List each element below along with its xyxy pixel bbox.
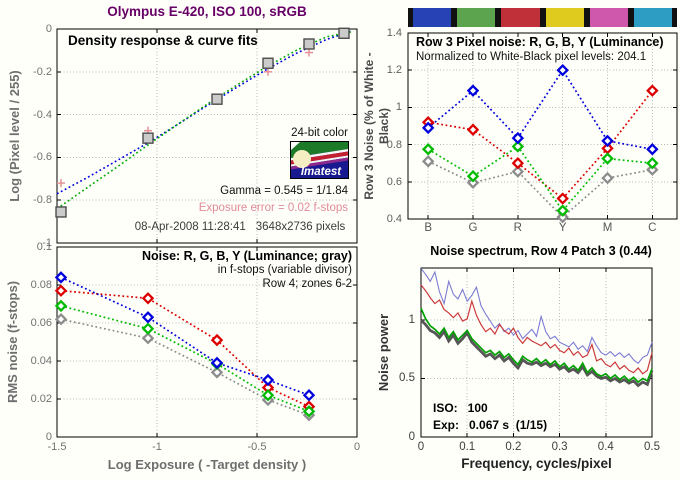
row3-noise-title: Row 3 Pixel noise: R, G, B, Y (Luminance…: [416, 35, 664, 49]
tick-label: 0: [45, 23, 52, 35]
tick-label: -0.2: [33, 65, 52, 78]
tick-label: 0.5: [644, 441, 660, 453]
colorbar-segment: [627, 8, 634, 27]
spectrum-x-axis-label: Frequency, cycles/pixel: [461, 456, 612, 471]
tick-label: 0: [417, 441, 425, 453]
tick-label: C: [648, 222, 657, 234]
tick-label: 0: [45, 431, 52, 443]
tick-label: 0.8: [386, 138, 402, 151]
colorbar-segment: [589, 8, 628, 27]
tick-label: -0.8: [33, 194, 52, 207]
tick-label: Y: [558, 222, 567, 234]
colorbar-segment: [633, 8, 673, 27]
tick-label: 0.4: [597, 441, 614, 453]
tick-label: 0: [408, 431, 415, 443]
colorbar-segment: [413, 8, 452, 27]
tick-label: 0: [353, 441, 361, 453]
rms-noise-subtitle-2: Row 4; zones 6-2: [262, 278, 353, 290]
tick-label: -1.5: [47, 441, 67, 453]
rms-noise-x-axis-label: Log Exposure ( -Target density ): [107, 457, 307, 472]
tick-label: 0.08: [30, 279, 52, 291]
figure-title: Olympus E-420, ISO 100, sRGB: [107, 4, 307, 19]
colorbar-segment: [495, 8, 502, 27]
tick-label: -1: [152, 441, 162, 453]
row3-noise-subtitle: Normalized to White-Black pixel levels: …: [416, 51, 647, 63]
tick-label: 1: [395, 101, 402, 114]
density-panel-title: Density response & curve fits: [68, 33, 258, 48]
colorbar-segment: [545, 8, 584, 27]
rms-noise-y-axis-label: RMS noise (f-stops): [5, 280, 20, 404]
colorbar-segment: [501, 8, 540, 27]
colorbar-segment: [408, 8, 413, 27]
tick-label: 0.06: [30, 317, 52, 329]
tick-label: 0.4: [386, 213, 402, 225]
tick-label: -1: [42, 237, 52, 249]
tick-label: 0.1: [36, 241, 52, 253]
spectrum-title: Noise spectrum, Row 4 Patch 3 (0.44): [430, 244, 652, 258]
tick-label: 0.02: [30, 393, 52, 405]
imatest-logo: Imatest: [290, 141, 349, 179]
colorbar-segment: [457, 8, 496, 27]
tick-label: 1.4: [386, 27, 402, 39]
tick-label: 0.04: [30, 355, 52, 367]
rms-noise-title: Noise: R, G, B, Y (Luminance; gray): [142, 249, 352, 263]
colorbar-segment: [539, 8, 546, 27]
capture-date: 08-Apr-2008 11:28:41: [134, 221, 246, 233]
colorbar-segment: [451, 8, 458, 27]
tick-label: 0.2: [505, 441, 522, 453]
tick-label: R: [513, 222, 522, 234]
tick-label: 0.6: [386, 175, 402, 188]
tick-label: 1: [408, 313, 415, 326]
patch-colorbar: [408, 8, 678, 27]
imatest-logo-text: Imatest: [301, 166, 342, 178]
spectrum-y-axis-label: Noise power: [376, 313, 391, 392]
color-depth-label: 24-bit color: [291, 127, 348, 139]
tick-label: 0.1: [459, 441, 476, 453]
tick-label: G: [468, 222, 478, 234]
exposure-error-annotation: Exposure error = 0.02 f-stops: [198, 202, 348, 214]
gamma-annotation: Gamma = 0.545 = 1/1.84: [220, 185, 348, 197]
colorbar-segment: [672, 8, 678, 27]
density-y-axis-label: Log (Pixel level / 255): [7, 70, 22, 202]
tick-label: 0.3: [551, 441, 568, 453]
tick-label: -0.4: [33, 108, 52, 121]
imatest-logo-graphic: Imatest: [290, 141, 349, 179]
tick-label: -0.5: [247, 441, 267, 453]
tick-label: B: [424, 222, 432, 234]
exposure-annotation: Exp: 0.067 s (1/15): [433, 418, 548, 432]
tick-label: M: [602, 222, 613, 234]
capture-resolution: 3648x2736 pixels: [255, 221, 346, 233]
tick-label: 1.2: [386, 64, 402, 77]
tick-label: 0.5: [399, 372, 415, 385]
row3-noise-y-axis-label: Row 3 Noise (% of White - Black): [362, 52, 391, 200]
tick-label: -0.6: [33, 151, 52, 164]
rms-noise-subtitle-1: in f-stops (variable divisor): [217, 264, 352, 276]
iso-annotation: ISO: 100: [433, 401, 488, 415]
colorbar-segment: [583, 8, 590, 27]
capture-info-line: 08-Apr-2008 11:28:41 3648x2736 pixels: [120, 221, 360, 233]
